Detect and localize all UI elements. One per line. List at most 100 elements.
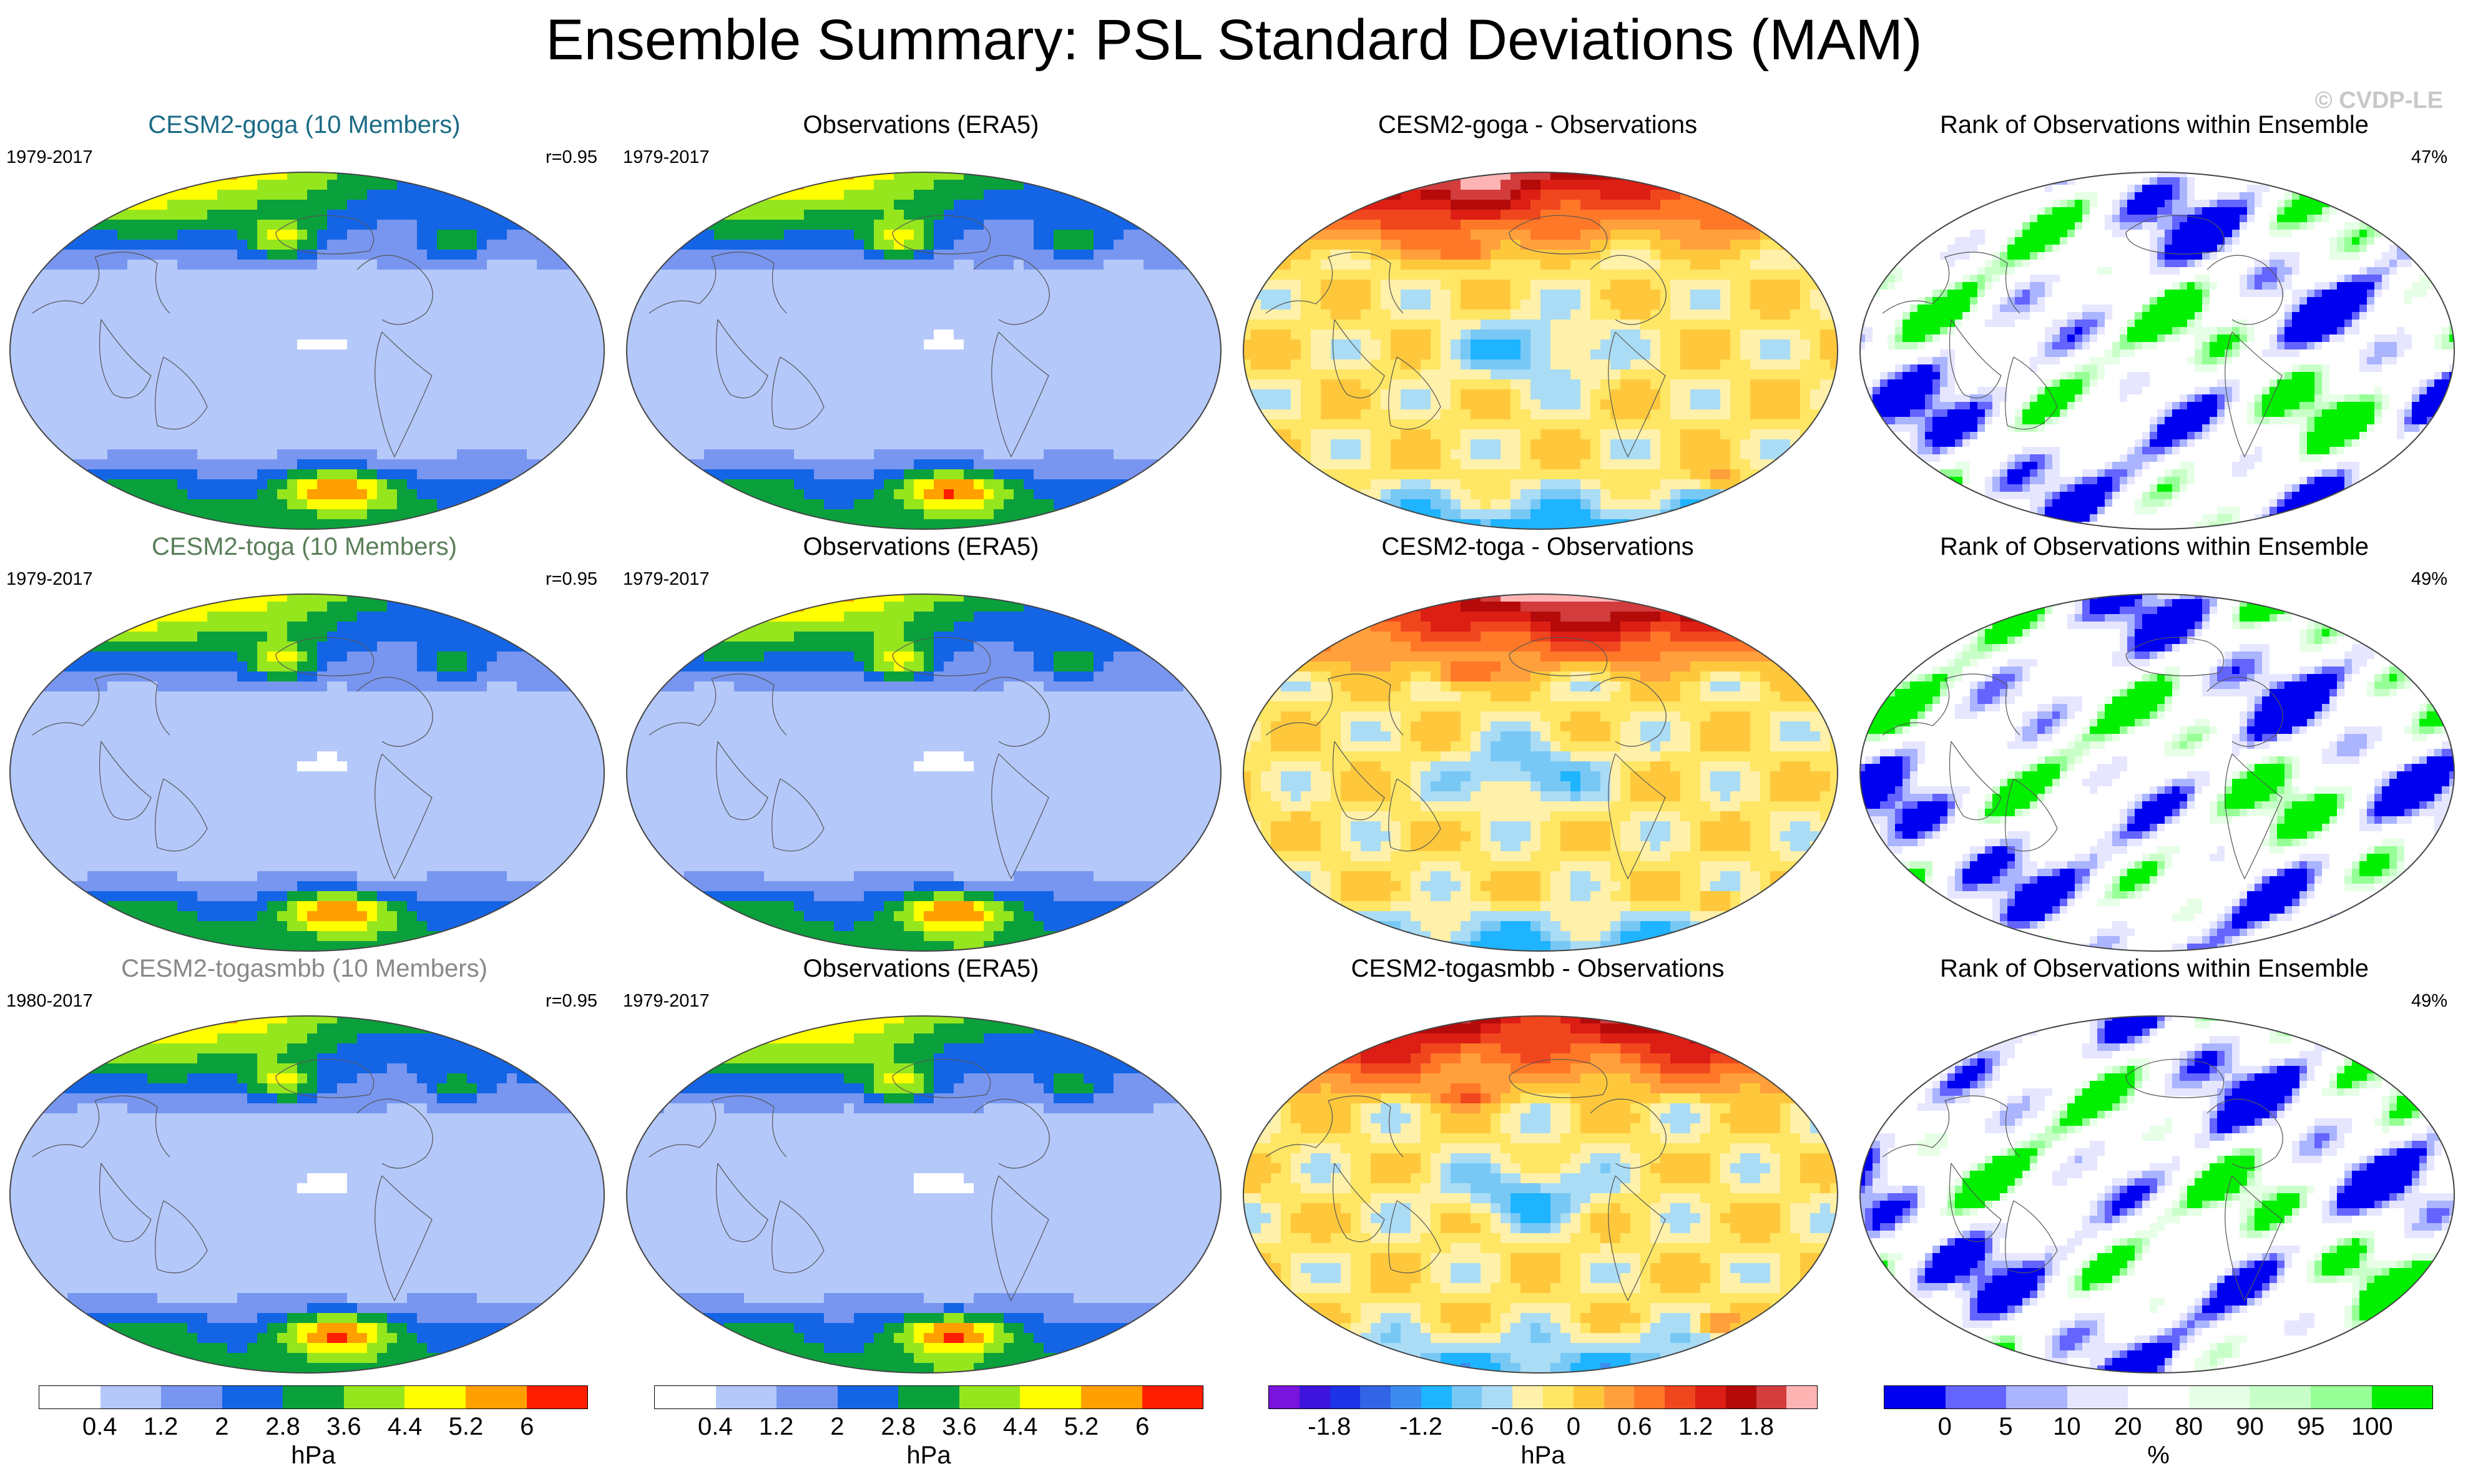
panel-title: Observations (ERA5) — [617, 955, 1225, 983]
panel-title: CESM2-goga (10 Members) — [0, 111, 609, 139]
colorbar-swatch — [1329, 1386, 1361, 1408]
colorbar-swatch — [1451, 1386, 1482, 1408]
continent-outline — [2005, 1200, 2058, 1274]
colorbar-swatch — [100, 1386, 162, 1408]
continent-outline — [973, 676, 1050, 747]
colorbar-tick-label: 0.6 — [1617, 1413, 1652, 1441]
panel-title: Rank of Observations within Ensemble — [1850, 111, 2459, 139]
std-map — [9, 172, 605, 530]
colorbar-diff: -1.8 -1.2 -0.6 0 0.6 1.2 1.8 hPa — [1268, 1385, 1818, 1473]
std-map — [9, 593, 605, 952]
pattern-correlation: r=0.95 — [546, 569, 597, 590]
colorbar-rank: 0 5 10 20 80 90 95 100% — [1884, 1385, 2433, 1473]
rank-map — [1859, 593, 2455, 952]
coastline-outline — [1265, 1058, 1667, 1302]
colorbar-std-obs: 0.4 1.2 2 2.8 3.6 4.4 5.2 6 hPa — [654, 1385, 1203, 1473]
colorbar-tick-label: 10 — [2053, 1413, 2081, 1441]
colorbar-swatch — [1299, 1386, 1330, 1408]
map-border — [9, 593, 605, 952]
continent-outline — [1265, 1095, 1404, 1158]
colorbar-swatch — [343, 1386, 405, 1408]
continent-outline — [2225, 1175, 2283, 1302]
panel-title: CESM2-togasmbb - Observations — [1233, 955, 1842, 983]
map-field — [1243, 594, 1838, 951]
colorbar-tick-label: 80 — [2175, 1413, 2203, 1441]
coastline-outline — [1265, 637, 1667, 880]
map-border — [626, 593, 1222, 952]
continent-outline — [1882, 1095, 2020, 1158]
panel-title: Rank of Observations within Ensemble — [1850, 533, 2459, 561]
continent-outline — [1388, 778, 1441, 852]
continent-outline — [1265, 673, 1404, 736]
colorbar-tick-label: 100 — [2351, 1413, 2393, 1441]
colorbar-swatch — [1725, 1386, 1756, 1408]
continent-outline — [356, 676, 433, 747]
rank-map — [1859, 1015, 2455, 1374]
continent-outline — [1332, 319, 1385, 399]
continent-outline — [275, 215, 375, 255]
continent-outline — [892, 215, 991, 255]
map-border — [9, 1015, 605, 1374]
panel-diff-togasmbb: CESM2-togasmbb - Observations — [1233, 955, 1842, 1378]
rank-percentage: 47% — [2411, 147, 2447, 168]
coastline-outline — [32, 1058, 433, 1302]
coastline-outline — [32, 637, 433, 880]
difference-map — [1243, 1015, 1838, 1374]
colorbar-tick-label: 6 — [520, 1413, 534, 1441]
coastline-outline — [1882, 1058, 2283, 1302]
colorbar-tick-label: 1.2 — [144, 1413, 179, 1441]
continent-outline — [1509, 215, 1608, 255]
continent-outline — [1332, 1163, 1385, 1242]
colorbar-swatch — [161, 1386, 222, 1408]
colorbar-tick-label: 5.2 — [449, 1413, 484, 1441]
colorbar-swatch — [715, 1386, 777, 1408]
colorbar-swatch — [1695, 1386, 1726, 1408]
map-field — [1860, 172, 2454, 529]
map-border — [1243, 593, 1838, 952]
continent-outline — [99, 741, 152, 821]
coastline-outline — [1265, 215, 1667, 458]
colorbar-swatch — [1945, 1386, 2007, 1408]
colorbar-tick-label: 90 — [2236, 1413, 2264, 1441]
colorbar-swatch — [2250, 1386, 2311, 1408]
map-border — [1243, 172, 1838, 530]
year-range: 1979-2017 — [623, 147, 710, 168]
continent-outline — [1509, 637, 1608, 676]
panel-title: Rank of Observations within Ensemble — [1850, 955, 2459, 983]
continent-outline — [991, 753, 1049, 880]
continent-outline — [892, 1058, 991, 1098]
continent-outline — [1949, 741, 2002, 821]
colorbar-swatch — [1360, 1386, 1391, 1408]
continent-outline — [155, 356, 208, 430]
map-border — [1859, 172, 2455, 530]
coastline-outline — [32, 215, 433, 458]
continent-outline — [1388, 356, 1441, 430]
panel-title: CESM2-goga - Observations — [1233, 111, 1842, 139]
continent-outline — [32, 1095, 170, 1158]
colorbar-unit: hPa — [291, 1442, 335, 1470]
continent-outline — [356, 1098, 433, 1169]
std-map — [626, 593, 1222, 952]
continent-outline — [1590, 676, 1667, 747]
continent-outline — [2225, 753, 2283, 880]
map-border — [626, 172, 1222, 530]
continent-outline — [2125, 215, 2225, 255]
colorbar-tick-label: 4.4 — [388, 1413, 423, 1441]
continent-outline — [1608, 1175, 1666, 1302]
colorbar-tick-label: 3.6 — [942, 1413, 977, 1441]
continent-outline — [1949, 1163, 2002, 1242]
continent-outline — [1608, 331, 1666, 458]
panel-model-toga: CESM2-toga (10 Members) 1979-2017 r=0.95 — [0, 533, 609, 956]
colorbar-tick-label: 6 — [1135, 1413, 1149, 1441]
std-map — [626, 1015, 1222, 1374]
map-border — [626, 1015, 1222, 1374]
colorbar-tick-label: 5 — [1999, 1413, 2012, 1441]
coastline-outline — [649, 215, 1050, 458]
colorbar-swatch — [2371, 1386, 2433, 1408]
colorbar-strip — [39, 1385, 588, 1409]
colorbar-tick-label: 0 — [1938, 1413, 1952, 1441]
std-map — [626, 172, 1222, 530]
colorbar-swatch — [776, 1386, 838, 1408]
colorbar-swatch — [1421, 1386, 1452, 1408]
continent-outline — [375, 331, 433, 458]
